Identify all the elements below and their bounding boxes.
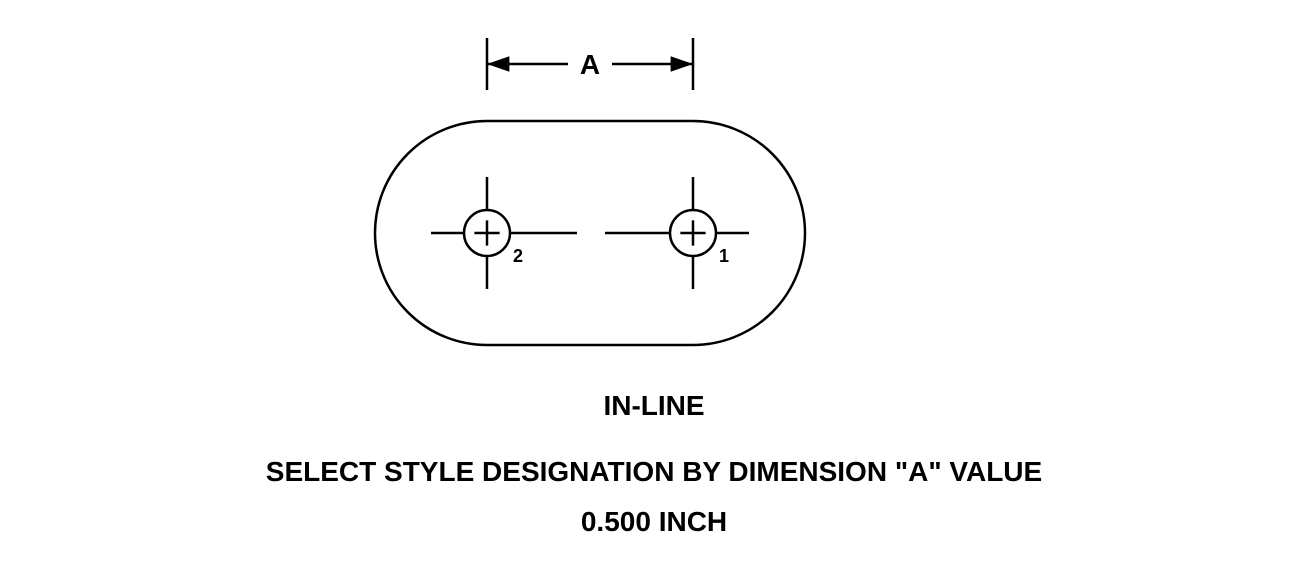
caption-line-2: SELECT STYLE DESIGNATION BY DIMENSION "A… [0,456,1308,488]
dim-arrow-right [671,56,693,71]
hole-label-2: 2 [513,246,523,266]
dim-label: A [580,49,600,80]
hole-label-1: 1 [719,246,729,266]
technical-drawing-svg: 2 1 A [0,0,1308,576]
dim-arrow-left [487,56,509,71]
diagram-canvas: 2 1 A IN-LINE SELECT STYLE DESIGNATION BY … [0,0,1308,576]
caption-line-1: IN-LINE [0,390,1308,422]
caption-line-3: 0.500 INCH [0,506,1308,538]
